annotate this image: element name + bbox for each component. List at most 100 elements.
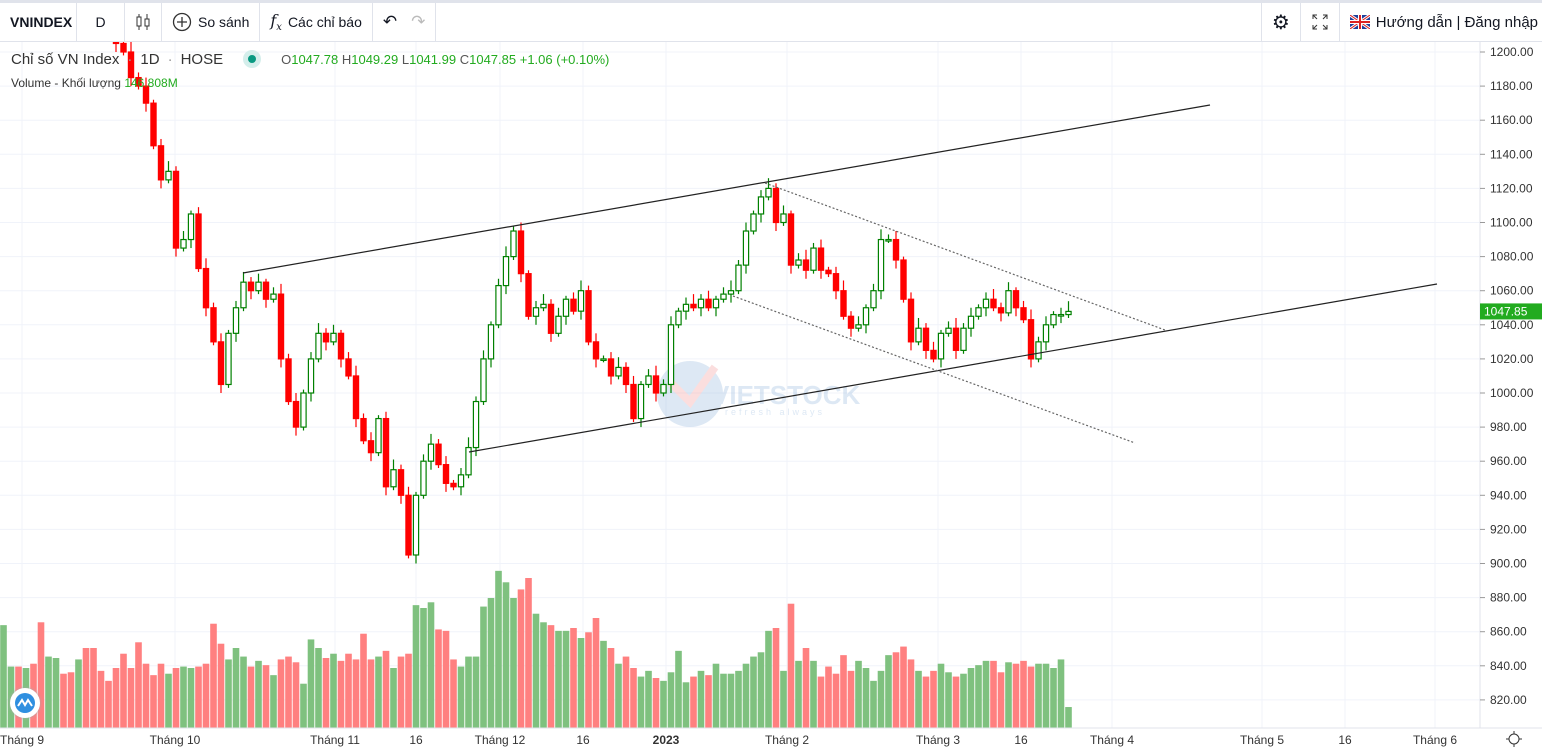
volume-bar — [397, 656, 405, 728]
volume-bar — [277, 659, 285, 728]
candle — [952, 317, 960, 359]
gear-icon: ⚙ — [1271, 11, 1290, 34]
candle — [802, 249, 810, 279]
volume-bar — [600, 640, 607, 728]
drawings[interactable] — [242, 104, 1438, 453]
candle — [142, 77, 150, 112]
market-status-icon[interactable] — [243, 50, 262, 68]
time-tick-label: Tháng 11 — [310, 733, 360, 747]
candle — [622, 362, 630, 393]
candle — [472, 396, 480, 457]
volume-bar — [742, 663, 750, 728]
candle — [1020, 300, 1027, 324]
volume-bar — [900, 646, 907, 728]
time-tick-label: 16 — [1338, 733, 1352, 747]
candle — [855, 316, 862, 332]
price-tick-label: 1160.00 — [1490, 113, 1533, 127]
candle — [450, 479, 457, 491]
candle — [795, 253, 802, 269]
time-tick-label: Tháng 9 — [0, 733, 44, 747]
volume-bar — [922, 676, 930, 728]
candle — [322, 328, 330, 351]
vietstock-logo-button[interactable] — [10, 688, 40, 718]
redo-icon[interactable]: ↷ — [411, 12, 426, 31]
price-axis[interactable]: 1200.00 1180.00 1160.00 1140.00 1120.00 1100.… — [1480, 45, 1534, 707]
candle — [660, 379, 667, 397]
volume-bar — [67, 672, 75, 728]
undo-icon[interactable]: ↶ — [382, 12, 398, 31]
last-price-label: 1047.85 — [1484, 304, 1528, 318]
volume-bar — [517, 589, 525, 728]
fullscreen-button[interactable] — [1299, 3, 1339, 41]
candle — [300, 389, 307, 431]
indicators-button[interactable]: fx Các chỉ báo — [260, 3, 373, 41]
volume-bar — [465, 656, 472, 728]
candle — [892, 231, 900, 269]
undo-redo-group: ↶ ↷ — [373, 3, 437, 41]
volume-legend: Volume - Khối lượng 146.808M — [11, 76, 178, 90]
candle — [277, 283, 285, 368]
candle — [600, 355, 607, 363]
settings-button[interactable]: ⚙ — [1260, 3, 1300, 41]
volume-bar — [1020, 660, 1027, 728]
dotted-line-lower[interactable] — [732, 295, 1136, 444]
help-login-link[interactable]: Hướng dẫn | Đăng nhập — [1338, 3, 1542, 41]
candle — [847, 311, 855, 337]
candle — [195, 207, 202, 272]
uk-flag-icon — [1349, 15, 1370, 29]
time-axis-settings-icon[interactable] — [1506, 731, 1522, 747]
volume-value: 146.808M — [124, 76, 178, 90]
volume-bar — [765, 630, 772, 728]
volume-bar — [1057, 659, 1065, 728]
help-login-label: Hướng dẫn | Đăng nhập — [1375, 13, 1538, 31]
candle — [292, 393, 300, 436]
price-tick-label: 980.00 — [1490, 420, 1527, 434]
candle — [930, 341, 937, 363]
candle — [907, 292, 915, 351]
price-tick-label: 900.00 — [1490, 557, 1527, 571]
trendline-upper[interactable] — [242, 104, 1211, 274]
candle — [547, 299, 555, 342]
volume-bar — [825, 666, 832, 728]
candle — [435, 439, 442, 469]
low-value: 1041.99 — [409, 51, 457, 67]
volume-bar — [337, 660, 345, 728]
candle — [465, 437, 472, 479]
candle — [517, 222, 525, 283]
candle — [705, 290, 712, 312]
candle — [1042, 316, 1050, 351]
volume-bar — [540, 622, 547, 728]
candle — [495, 278, 502, 329]
compare-button[interactable]: So sánh — [162, 3, 261, 41]
price-tick-label: 860.00 — [1490, 625, 1527, 639]
chart-type-button[interactable] — [125, 3, 162, 41]
dotted-line-upper[interactable] — [764, 182, 1166, 331]
volume-bar — [862, 668, 870, 728]
candle — [165, 161, 172, 184]
price-chart[interactable]: VIETSTOCK refresh always 1200.001180.001… — [0, 42, 1542, 750]
volume-bar — [817, 676, 825, 728]
volume-bar — [840, 655, 847, 728]
candle — [1065, 301, 1072, 318]
candle — [427, 433, 435, 470]
close-value: 1047.85 — [469, 51, 517, 67]
volume-bar — [660, 680, 667, 728]
time-axis[interactable]: Tháng 9 Tháng 10 Tháng 11 16 Tháng 12 16 2023 T… — [0, 733, 1457, 747]
volume-bars — [0, 570, 1072, 728]
plus-circle-icon — [172, 12, 192, 32]
volume-bar — [877, 670, 885, 728]
candle — [180, 231, 187, 252]
candle — [285, 353, 292, 405]
indicators-label: Các chỉ báo — [287, 14, 362, 30]
candle — [592, 333, 600, 368]
time-tick-label: Tháng 6 — [1413, 733, 1457, 747]
symbol-button[interactable]: VNINDEX — [0, 3, 77, 41]
trendline-lower[interactable] — [468, 283, 1438, 453]
interval-button[interactable]: D — [77, 3, 125, 41]
volume-bar — [60, 673, 67, 728]
price-tick-label: 1120.00 — [1490, 181, 1533, 195]
volume-bar — [757, 652, 765, 728]
volume-bar — [480, 606, 487, 728]
volume-bar — [577, 638, 585, 728]
volume-bar — [412, 605, 420, 728]
